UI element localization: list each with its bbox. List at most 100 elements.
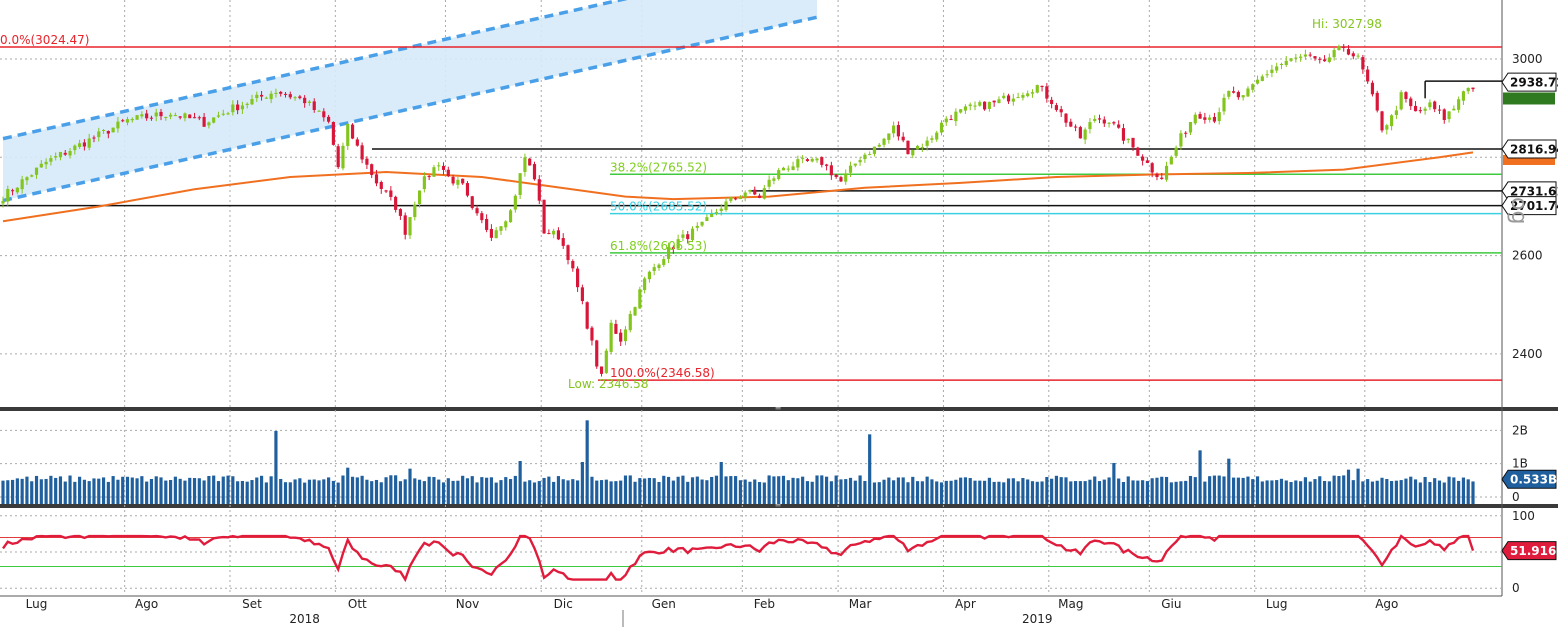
candle-body (1078, 127, 1082, 139)
volume-bar (1385, 479, 1389, 504)
candle-body (1174, 147, 1178, 156)
candle-body (154, 112, 158, 117)
candle-body (1423, 108, 1427, 111)
candle-body (1370, 82, 1375, 95)
candle-body (1313, 56, 1317, 59)
candle-body (68, 151, 72, 156)
candle-body (1437, 109, 1442, 111)
candle-body (327, 116, 331, 122)
volume-bar (1193, 477, 1197, 504)
candle-body (307, 101, 312, 103)
candle-body (1303, 54, 1307, 57)
candle-body (54, 156, 58, 158)
candle-body (911, 149, 915, 156)
candle-body (580, 287, 584, 302)
candle-body (1212, 116, 1217, 122)
volume-bar (609, 481, 613, 504)
volume-bar (872, 482, 877, 504)
volume-bar (1184, 480, 1188, 504)
volume-bar (1179, 481, 1183, 504)
volume-bar (350, 476, 355, 504)
volume-bar (116, 479, 120, 504)
volume-bar (1409, 476, 1413, 504)
candle-body (695, 225, 699, 228)
scale-badge[interactable]: og (1506, 197, 1531, 224)
candle-body (858, 160, 862, 163)
volume-bar (992, 481, 996, 504)
rsi-series (0, 534, 1502, 583)
candle-body (748, 189, 752, 192)
candle-body (130, 118, 134, 121)
candle-body (1447, 111, 1451, 120)
candle-body (1117, 124, 1121, 128)
volume-bar (101, 477, 106, 504)
volume-bar (1222, 476, 1226, 504)
axis-labels: 240026002800300001B2B0501002938.722816.9… (26, 52, 1558, 627)
candle-body (264, 97, 268, 99)
candle-body (1002, 95, 1006, 99)
candle-body (963, 106, 968, 111)
ma-badge-peek (1503, 154, 1555, 165)
volume-bar (1097, 481, 1102, 504)
volume-bar (317, 480, 321, 504)
volume-bar (293, 479, 297, 504)
candle-body (1457, 99, 1461, 110)
volume-bar (58, 476, 63, 504)
volume-bar (183, 480, 187, 504)
volume-bar (226, 475, 230, 504)
candle-body (992, 100, 996, 103)
candle-body (781, 167, 786, 171)
volume-bar (68, 475, 72, 504)
volume-bar (978, 480, 982, 504)
candle-body (298, 96, 302, 99)
volume-bar (1006, 478, 1011, 504)
panel-divider-volume[interactable] (0, 407, 1558, 411)
fib-label: 50.0%(2685.52) (610, 200, 707, 214)
candle-body (997, 99, 1001, 104)
volume-bar (863, 480, 867, 504)
candlesticks (1, 44, 1475, 377)
volume-bar (1294, 480, 1298, 504)
volume-bar (604, 479, 608, 504)
volume-bar (1270, 480, 1274, 504)
volume-bar (341, 475, 345, 504)
month-label: Nov (456, 597, 479, 611)
candle-body (1006, 95, 1011, 102)
candle-body (350, 124, 355, 139)
volume-bar (734, 476, 738, 504)
volume-bar (949, 480, 953, 504)
volume-bar (355, 477, 359, 504)
volume-bar (389, 475, 393, 504)
volume-bar (413, 478, 417, 504)
panel-divider-rsi[interactable] (0, 504, 1558, 508)
candle-body (489, 228, 493, 238)
candle-body (1361, 57, 1365, 70)
volume-bar (700, 479, 704, 504)
candle-body (101, 130, 106, 132)
volume-bar (480, 477, 484, 504)
candle-body (561, 238, 565, 246)
candle-body (959, 109, 963, 113)
volume-bar (858, 475, 862, 504)
candle-body (197, 117, 201, 119)
volume-bar (532, 482, 537, 504)
candle-body (628, 314, 632, 331)
volume-bar (1131, 480, 1135, 504)
volume-bar (451, 480, 455, 504)
candle-body (499, 226, 503, 231)
volume-bar (882, 479, 886, 504)
candle-body (303, 97, 307, 104)
volume-bar (1351, 480, 1355, 504)
volume-bar (250, 480, 254, 504)
volume-bar (1217, 475, 1221, 504)
candle-body (844, 173, 848, 182)
volume-bar (810, 481, 814, 504)
volume-bar (547, 476, 551, 504)
candle-body (614, 323, 618, 334)
month-label: Mag (1058, 597, 1083, 611)
candle-body (293, 97, 297, 99)
volume-bar (1232, 477, 1236, 504)
volume-bar (106, 481, 110, 504)
candle-body (1030, 92, 1035, 94)
volume-bar (1078, 481, 1082, 504)
